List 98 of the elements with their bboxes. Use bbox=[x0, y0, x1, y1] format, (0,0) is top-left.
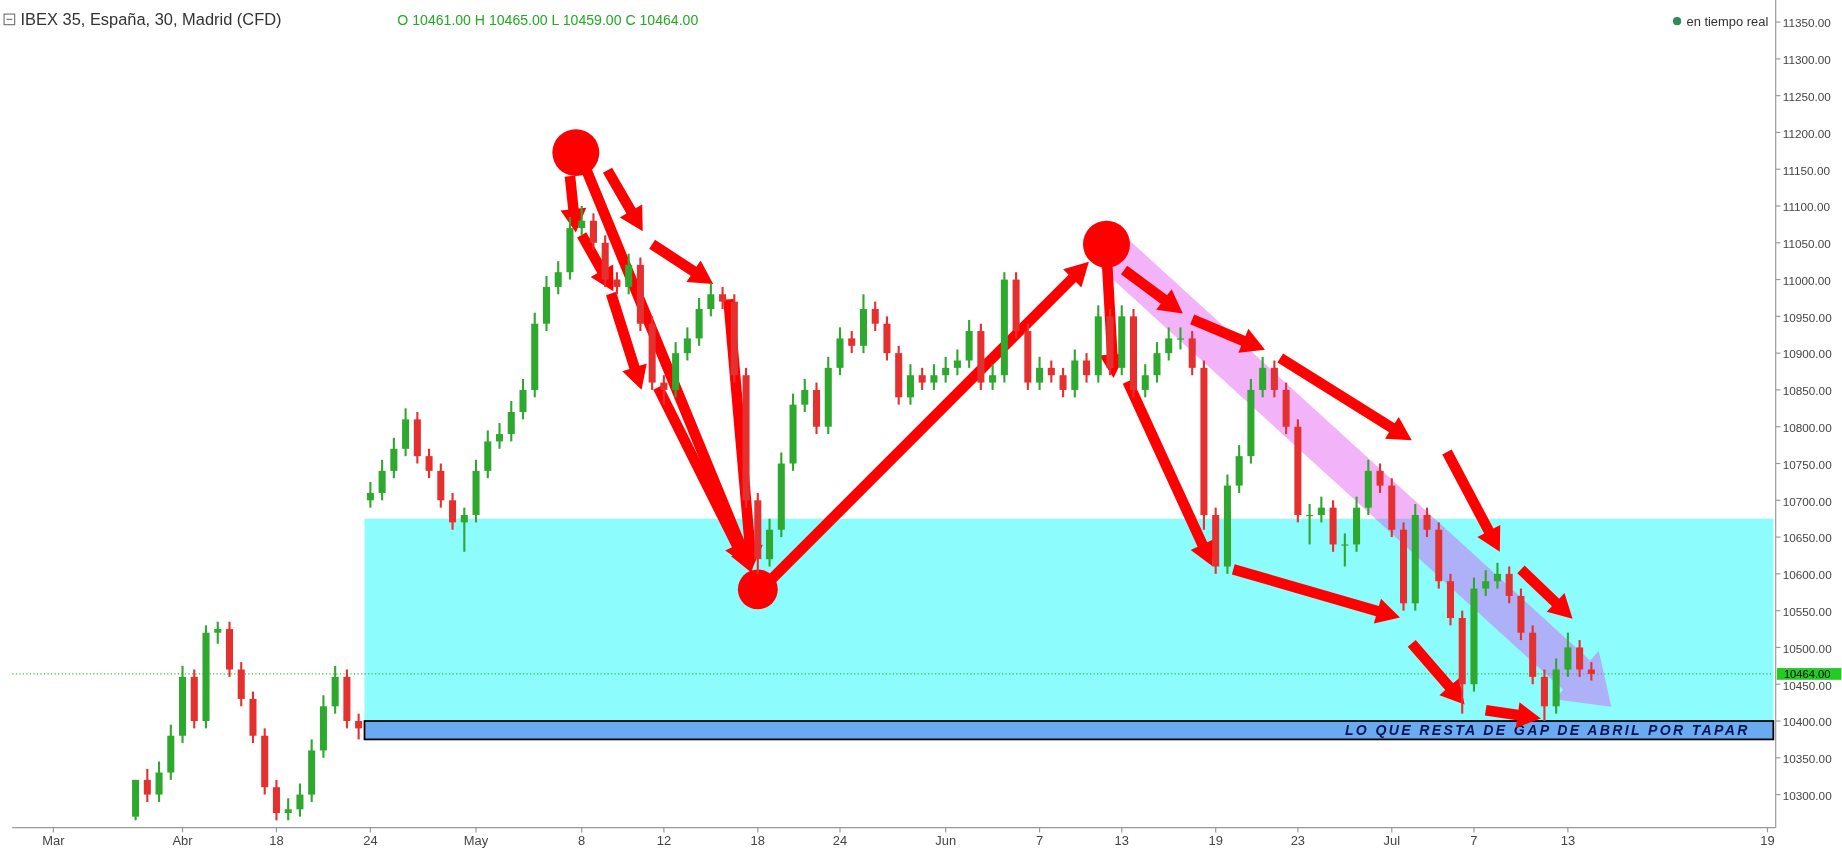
ref-line-label: 10464.00 bbox=[1783, 668, 1831, 681]
band-label: LO QUE RESTA DE GAP DE ABRIL POR TAPAR bbox=[1344, 721, 1750, 738]
candlestick bbox=[1259, 355, 1267, 399]
candlestick bbox=[989, 363, 997, 391]
x-tick-label: Jul bbox=[1383, 833, 1401, 849]
y-tick-label: 10400.00 bbox=[1782, 715, 1833, 729]
y-tick-label: 10450.00 bbox=[1782, 678, 1833, 692]
candlestick bbox=[801, 377, 809, 414]
x-tick-label: Jun bbox=[935, 833, 957, 849]
x-tick-label: Abr bbox=[172, 833, 194, 849]
x-tick-label: 23 bbox=[1290, 833, 1306, 849]
y-tick-label: 10650.00 bbox=[1782, 531, 1833, 545]
x-tick-label: 13 bbox=[1560, 833, 1576, 849]
candlestick bbox=[1083, 352, 1091, 384]
candlestick bbox=[578, 204, 586, 237]
candlestick bbox=[1482, 569, 1490, 597]
candlestick bbox=[1505, 565, 1513, 605]
y-tick-label: 10500.00 bbox=[1782, 641, 1833, 655]
x-tick-label: 19 bbox=[1208, 833, 1223, 849]
candlestick bbox=[460, 506, 468, 553]
candlestick bbox=[296, 782, 304, 818]
candlestick bbox=[871, 300, 879, 333]
candlestick bbox=[719, 285, 727, 311]
candlestick bbox=[425, 447, 433, 480]
annotation: O 10461.00 H 10465.00 L 10459.00 C 10464.00 bbox=[397, 11, 699, 28]
candlestick bbox=[1059, 366, 1067, 399]
candlestick bbox=[1153, 341, 1161, 384]
candlestick bbox=[918, 366, 926, 391]
candlestick bbox=[1047, 359, 1055, 384]
candlestick bbox=[1317, 495, 1325, 524]
candlestick bbox=[906, 363, 914, 406]
candlestick bbox=[613, 271, 621, 296]
candlestick bbox=[625, 252, 633, 296]
y-tick-label: 11350.00 bbox=[1782, 16, 1832, 30]
candlestick bbox=[1564, 631, 1572, 678]
candlestick bbox=[660, 374, 668, 406]
y-tick-label: 10950.00 bbox=[1782, 310, 1833, 324]
candlestick bbox=[366, 480, 374, 509]
candlestick bbox=[930, 363, 938, 391]
x-tick-label: 19 bbox=[1760, 833, 1775, 849]
y-tick-label: 11150.00 bbox=[1782, 163, 1831, 177]
candlestick bbox=[143, 767, 151, 803]
candlestick bbox=[1576, 639, 1584, 678]
y-tick-label: 11250.00 bbox=[1782, 89, 1832, 103]
x-tick-label: 7 bbox=[1035, 833, 1044, 849]
candlestick bbox=[1423, 506, 1431, 539]
x-tick-label: Mar bbox=[42, 833, 66, 849]
x-tick-label: 8 bbox=[578, 833, 586, 849]
candlestick bbox=[1270, 359, 1278, 399]
y-tick-label: 11100.00 bbox=[1782, 200, 1831, 214]
y-tick-label: 10350.00 bbox=[1782, 752, 1833, 766]
y-tick-label: 11300.00 bbox=[1782, 53, 1832, 67]
x-tick-label: 7 bbox=[1470, 833, 1478, 849]
candlestick bbox=[1493, 561, 1501, 590]
candlestick bbox=[848, 330, 856, 355]
candlestick bbox=[1341, 532, 1349, 568]
candlestick bbox=[1165, 326, 1173, 362]
candlestick bbox=[284, 797, 292, 822]
candlestick bbox=[554, 260, 562, 296]
candlestick bbox=[953, 348, 961, 377]
x-tick-label: 18 bbox=[269, 833, 284, 849]
x-tick-label: May bbox=[463, 833, 489, 849]
candlestick bbox=[683, 326, 691, 362]
candlestick bbox=[1176, 326, 1184, 351]
y-tick-label: 10300.00 bbox=[1782, 788, 1833, 802]
candlestick bbox=[507, 399, 515, 443]
candlestick bbox=[496, 421, 504, 450]
candlestick bbox=[942, 355, 950, 384]
text: IBEX 35, España, 30, Madrid (CFD) bbox=[20, 9, 282, 28]
annotation: en tiempo real bbox=[1686, 13, 1769, 29]
y-tick-label: 10800.00 bbox=[1782, 421, 1833, 435]
x-tick-label: 18 bbox=[750, 833, 765, 849]
candlestick bbox=[449, 491, 457, 531]
candlestick bbox=[378, 458, 386, 502]
y-tick-label: 10900.00 bbox=[1782, 347, 1833, 361]
candlestick bbox=[1141, 363, 1149, 399]
y-tick-label: 10850.00 bbox=[1782, 384, 1833, 398]
candlestick bbox=[1587, 661, 1595, 682]
candlestick bbox=[1376, 462, 1384, 494]
y-tick-label: 10550.00 bbox=[1782, 604, 1833, 618]
y-tick-label: 11000.00 bbox=[1782, 273, 1832, 287]
x-tick-label: 12 bbox=[656, 833, 672, 849]
candlestick bbox=[214, 620, 222, 645]
y-tick-label: 10700.00 bbox=[1782, 494, 1833, 508]
candlestick bbox=[1036, 355, 1044, 391]
candlestick bbox=[155, 760, 163, 803]
y-tick-label: 11200.00 bbox=[1782, 126, 1832, 140]
x-tick-label: 24 bbox=[832, 833, 848, 849]
candlestick bbox=[355, 712, 363, 741]
x-tick-label: 24 bbox=[363, 833, 378, 849]
candlestick bbox=[589, 212, 597, 252]
candlestick bbox=[707, 282, 715, 318]
y-tick-label: 10600.00 bbox=[1782, 568, 1833, 582]
y-tick-label: 10750.00 bbox=[1782, 457, 1833, 471]
x-tick-label: 13 bbox=[1114, 833, 1129, 849]
candlestick bbox=[390, 436, 398, 480]
candlestick bbox=[519, 377, 527, 421]
y-tick-label: 11050.00 bbox=[1782, 237, 1832, 251]
